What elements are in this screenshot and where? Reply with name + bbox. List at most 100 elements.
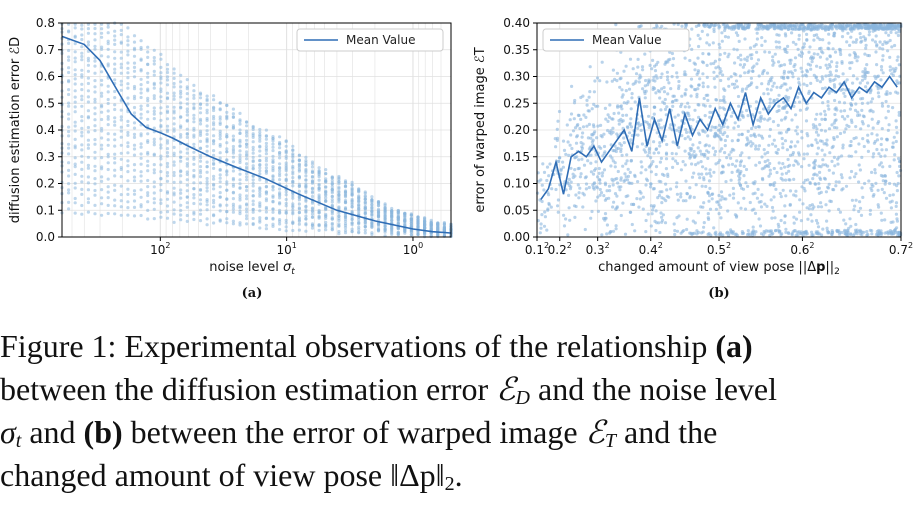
sample-point [731,231,735,236]
sample-point [701,230,705,234]
sample-point [637,205,641,209]
sample-point [786,44,790,49]
sample-point [635,145,640,149]
sample-point [291,196,295,200]
sample-point [874,76,878,80]
sample-point [696,87,700,91]
sample-point [568,218,572,222]
sample-point [759,200,763,204]
sample-point [767,50,772,54]
sample-point [185,164,189,168]
sample-point [291,179,295,183]
sample-point [670,75,674,79]
sample-point [146,132,150,136]
sample-point [139,95,143,100]
sample-point [80,45,84,49]
sample-point [613,165,617,169]
sample-point [113,138,117,142]
sample-point [693,155,697,159]
sample-point [793,56,798,60]
sample-point [605,189,609,193]
sample-point [278,140,282,145]
sample-point [567,206,571,210]
x-tick-label: 0.32 [586,241,610,257]
sample-point [736,124,741,128]
sample-point [390,228,394,232]
sample-point [629,158,634,163]
sample-point [663,134,667,139]
sample-point [644,183,648,187]
sample-point [712,29,716,34]
sample-point [297,168,301,172]
sample-point [119,50,123,54]
sample-point [564,217,568,221]
sample-point [777,33,781,37]
sample-point [683,137,687,141]
sample-point [655,221,659,225]
sample-point [657,119,661,123]
sample-point [205,186,209,190]
sample-point [723,100,727,104]
sample-point [792,64,796,69]
sample-point [86,31,90,35]
sample-point [859,40,863,44]
sample-point [442,233,446,237]
sample-point [86,59,90,63]
sample-point [179,188,183,192]
sample-point [857,180,861,184]
y-tick-label: 0.20 [503,123,530,137]
sample-point [840,115,845,119]
sample-point [337,193,341,197]
sample-point [218,129,222,133]
sample-point [245,129,249,133]
sample-point [622,69,626,73]
sample-point [721,73,725,77]
sample-point [880,101,884,105]
sample-point [106,84,110,88]
sample-point [370,221,374,225]
sample-point [613,77,617,81]
sample-point [890,45,894,49]
sample-point [800,130,804,134]
sample-point [760,82,764,86]
sample-point [278,218,282,222]
sample-point [165,171,170,175]
sample-point [737,174,741,178]
sample-point [608,130,612,135]
sample-point [654,172,658,177]
sample-point [337,224,341,228]
sample-point [833,85,837,89]
sample-point [726,125,730,129]
sample-point [864,85,868,89]
sample-point [813,182,817,186]
sample-point [804,27,808,31]
sample-point [805,83,809,88]
sample-point [685,111,689,115]
sample-point [73,34,77,38]
sample-point [258,137,262,141]
sample-point [212,213,216,217]
sample-point [789,70,793,74]
sample-point [699,205,703,209]
sample-point [93,59,97,63]
sample-point [225,182,229,186]
sample-point [887,123,891,127]
sample-point [119,71,123,75]
sample-point [146,191,150,195]
sample-point [278,165,282,170]
sample-point [165,154,170,158]
sample-point [647,114,651,118]
sample-point [159,183,163,187]
sample-point [350,215,354,219]
sample-point [159,89,163,94]
sample-point [854,172,858,176]
sample-point [620,153,624,157]
sample-point [696,33,700,38]
sample-point [624,162,628,166]
sample-point [717,42,721,47]
sample-point [684,179,688,183]
sample-point [759,232,764,236]
sample-point [696,211,701,215]
sample-point [310,170,315,174]
sample-point [730,162,735,166]
